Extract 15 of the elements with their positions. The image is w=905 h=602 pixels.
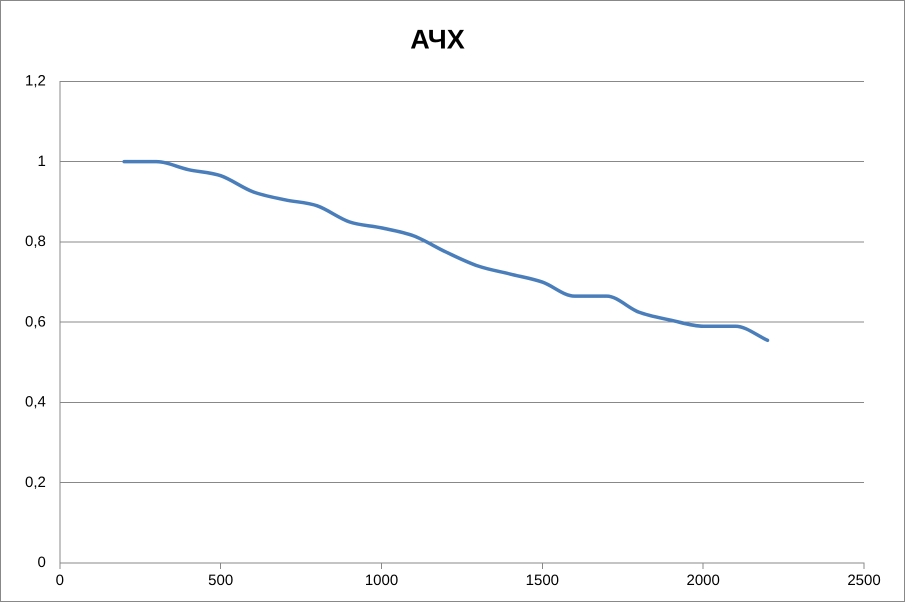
line-series (122, 160, 770, 342)
x-tick-label: 2000 (686, 572, 720, 590)
chart-title: АЧХ (410, 24, 465, 55)
y-tick-label: 1,2 (24, 72, 46, 90)
x-tick-label: 2500 (847, 572, 881, 590)
y-tick-label: 0,2 (24, 474, 46, 491)
y-tick-label: 0,8 (24, 233, 46, 250)
x-tick-label: 1000 (364, 572, 398, 590)
y-tick-label: 1 (38, 152, 46, 170)
x-tick-label: 500 (208, 572, 234, 590)
y-tick-label: 0,4 (24, 394, 46, 411)
y-tick-label: 0 (38, 554, 46, 572)
x-tick-label: 1500 (526, 572, 560, 590)
x-tick-label: 0 (56, 572, 64, 590)
y-tick-label: 0,6 (24, 313, 46, 330)
